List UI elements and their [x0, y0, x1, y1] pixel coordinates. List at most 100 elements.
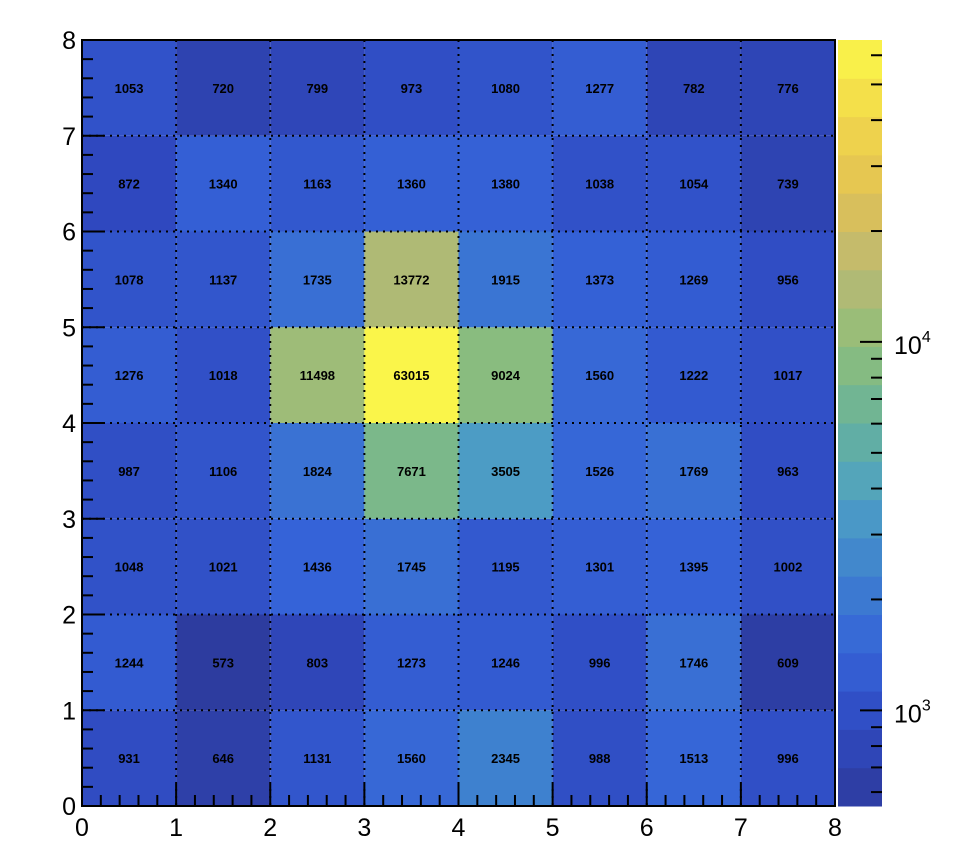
colorbar-band: [838, 767, 882, 807]
cell-value: 1915: [491, 272, 520, 287]
color-bar: 103 104: [838, 40, 931, 807]
cell-value: 1360: [397, 177, 426, 192]
cell-value: 776: [777, 81, 799, 96]
heatmap-cell: [270, 423, 365, 519]
colorbar-label: 103: [894, 697, 931, 728]
cell-value: 988: [589, 751, 611, 766]
heatmap-cell: [82, 231, 177, 328]
x-tick-label: 6: [640, 814, 654, 842]
heatmap-cell: [82, 518, 177, 615]
x-tick-label: 0: [75, 814, 89, 842]
cell-value: 2345: [491, 751, 520, 766]
colorbar-band: [838, 308, 882, 347]
heatmap-cell: [82, 710, 177, 806]
y-tick-label: 2: [62, 602, 76, 630]
cell-value: 1277: [585, 81, 614, 96]
heatmap-cell: [458, 40, 553, 136]
heatmap-cell: [740, 614, 835, 711]
heatmap-cell: [364, 135, 459, 232]
heatmap-cell: [270, 614, 365, 711]
y-tick-label: 1: [62, 697, 76, 725]
colorbar-band: [838, 116, 882, 156]
heatmap-cell: [552, 231, 647, 328]
cell-value: 1560: [397, 751, 426, 766]
colorbar-band: [838, 154, 882, 194]
colorbar-band: [838, 461, 882, 501]
cell-value: 646: [212, 751, 234, 766]
cell-value: 1106: [209, 464, 237, 479]
heatmap-cell: [364, 327, 459, 423]
cell-value: 739: [777, 177, 799, 192]
cell-value: 13772: [393, 272, 429, 287]
cell-value: 1246: [491, 655, 520, 670]
heatmap-cell: [364, 231, 459, 328]
heatmap-cell: [176, 135, 271, 232]
cell-value: 1048: [115, 560, 144, 575]
heatmap-cell: [552, 518, 647, 615]
cell-value: 1380: [491, 177, 520, 192]
cell-value: 609: [777, 655, 799, 670]
cell-value: 1560: [585, 368, 614, 383]
cell-value: 1222: [679, 368, 708, 383]
heatmap-cell: [270, 710, 365, 806]
cell-value: 931: [118, 751, 140, 766]
x-tick-label: 8: [828, 814, 842, 842]
cell-value: 1526: [585, 464, 614, 479]
cell-value: 1018: [209, 368, 238, 383]
cell-value: 1513: [679, 751, 708, 766]
cell-value: 963: [777, 464, 799, 479]
cell-value: 1137: [209, 272, 237, 287]
colorbar-band: [838, 269, 882, 309]
colorbar-band: [838, 652, 882, 692]
heatmap-cell: [82, 40, 177, 136]
cell-value: 1769: [679, 464, 708, 479]
cell-value: 1824: [303, 464, 333, 479]
heatmap-cell: [176, 327, 271, 423]
heatmap-cell: [270, 135, 365, 232]
heatmap-cell: [270, 518, 365, 615]
heatmap-cell: [552, 135, 647, 232]
cell-value: 11498: [300, 368, 335, 383]
heatmap-cell: [176, 40, 271, 136]
cell-value: 1017: [773, 368, 802, 383]
x-tick-label: 2: [263, 814, 277, 842]
colorbar-band: [838, 384, 882, 424]
heatmap-cell: [646, 710, 741, 806]
heatmap-cell: [552, 40, 647, 136]
heatmap-cell: [364, 614, 459, 711]
cell-value: 573: [212, 655, 234, 670]
heatmap-cell: [552, 710, 647, 806]
cell-value: 1054: [679, 177, 709, 192]
heatmap-cell: [740, 135, 835, 232]
heatmap-cell: [646, 135, 741, 232]
cell-value: 803: [306, 655, 328, 670]
colorbar-label: 104: [894, 329, 931, 360]
cell-value: 9024: [491, 368, 521, 383]
cell-value: 1078: [115, 272, 144, 287]
heatmap-cell: [458, 423, 553, 519]
heatmap-cell: [740, 327, 835, 423]
cell-value: 987: [118, 464, 140, 479]
heatmap-cell: [176, 231, 271, 328]
cell-value: 1163: [303, 177, 331, 192]
heatmap-cell: [646, 231, 741, 328]
cell-value: 1273: [397, 655, 426, 670]
cell-value: 1395: [679, 560, 708, 575]
y-tick-label: 6: [62, 219, 76, 247]
cell-value: 1301: [585, 560, 614, 575]
cell-value: 1436: [303, 560, 332, 575]
colorbar-band: [838, 231, 882, 271]
heatmap-cell: [82, 135, 177, 232]
colorbar-band: [838, 346, 882, 386]
x-tick-label: 7: [734, 814, 748, 842]
cell-value: 799: [306, 81, 328, 96]
y-tick-label: 3: [62, 506, 76, 534]
colorbar-band: [838, 729, 882, 769]
heatmap-cell: [458, 135, 553, 232]
cell-value: 63015: [393, 368, 429, 383]
heatmap-cell: [176, 518, 271, 615]
cell-value: 872: [118, 177, 140, 192]
colorbar-band: [838, 576, 882, 615]
heatmap-cell: [270, 231, 365, 328]
grid-lines: [82, 40, 835, 806]
